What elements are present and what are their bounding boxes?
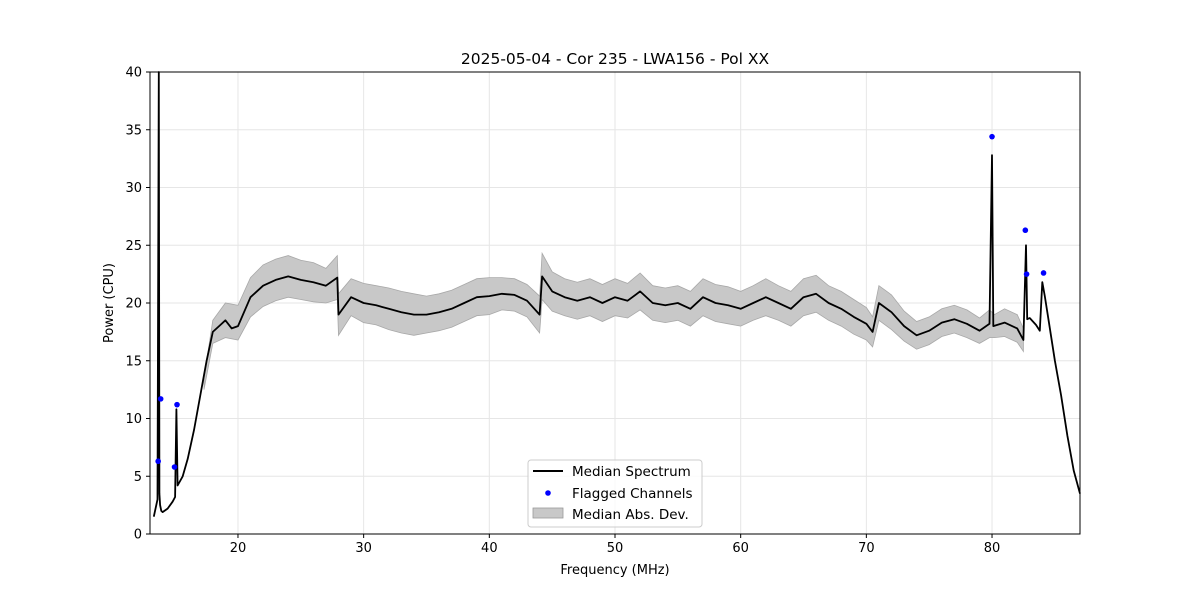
y-tick-label: 40	[125, 66, 142, 81]
flagged-channel-point	[1040, 270, 1047, 276]
x-tick-label: 60	[732, 541, 749, 556]
flagged-channel-point	[171, 464, 178, 470]
y-tick-label: 35	[125, 123, 142, 138]
y-tick-label: 15	[125, 354, 142, 369]
y-axis-ticks: 0 5 10 15 20 25 30 35 40	[125, 66, 150, 543]
legend-mad-label: Median Abs. Dev.	[572, 507, 689, 523]
y-tick-label: 10	[125, 412, 142, 427]
x-axis-label: Frequency (MHz)	[560, 563, 669, 578]
legend-box	[527, 459, 703, 528]
x-tick-label: 20	[230, 541, 247, 556]
x-tick-label: 40	[481, 541, 498, 556]
mad-band-layer	[203, 251, 1024, 390]
flagged-channel-point	[1023, 271, 1030, 277]
flagged-channel-point	[174, 401, 180, 408]
mad-band	[203, 251, 1024, 390]
legend-flagged-label: Flagged Channels	[572, 486, 693, 502]
x-axis-ticks: 20 30 40 50 60 70 80	[230, 534, 1001, 556]
legend-flagged-swatch	[545, 490, 551, 496]
x-tick-label: 80	[984, 541, 1001, 556]
y-tick-label: 30	[125, 181, 142, 196]
legend-median-label: Median Spectrum	[572, 464, 691, 480]
legend-mad-swatch	[532, 507, 564, 519]
y-tick-label: 0	[134, 528, 142, 543]
flagged-channel-point	[155, 458, 161, 465]
legend: Median Spectrum Flagged Channels Median …	[527, 459, 703, 528]
flagged-points-layer	[155, 133, 1047, 470]
x-tick-label: 70	[858, 541, 875, 556]
y-tick-label: 20	[125, 297, 142, 312]
median-spectrum-line	[152, 71, 1081, 517]
x-tick-label: 50	[607, 541, 624, 556]
chart-title: 2025-05-04 - Cor 235 - LWA156 - Pol XX	[461, 50, 770, 68]
flagged-channel-point	[157, 396, 164, 402]
x-tick-label: 30	[355, 541, 372, 556]
y-tick-label: 25	[125, 239, 142, 254]
y-tick-label: 5	[134, 470, 142, 485]
median-line-layer	[152, 71, 1081, 517]
flagged-channel-point	[989, 133, 995, 140]
flagged-channel-point	[1022, 227, 1029, 234]
y-axis-label: Power (CPU)	[102, 263, 117, 343]
